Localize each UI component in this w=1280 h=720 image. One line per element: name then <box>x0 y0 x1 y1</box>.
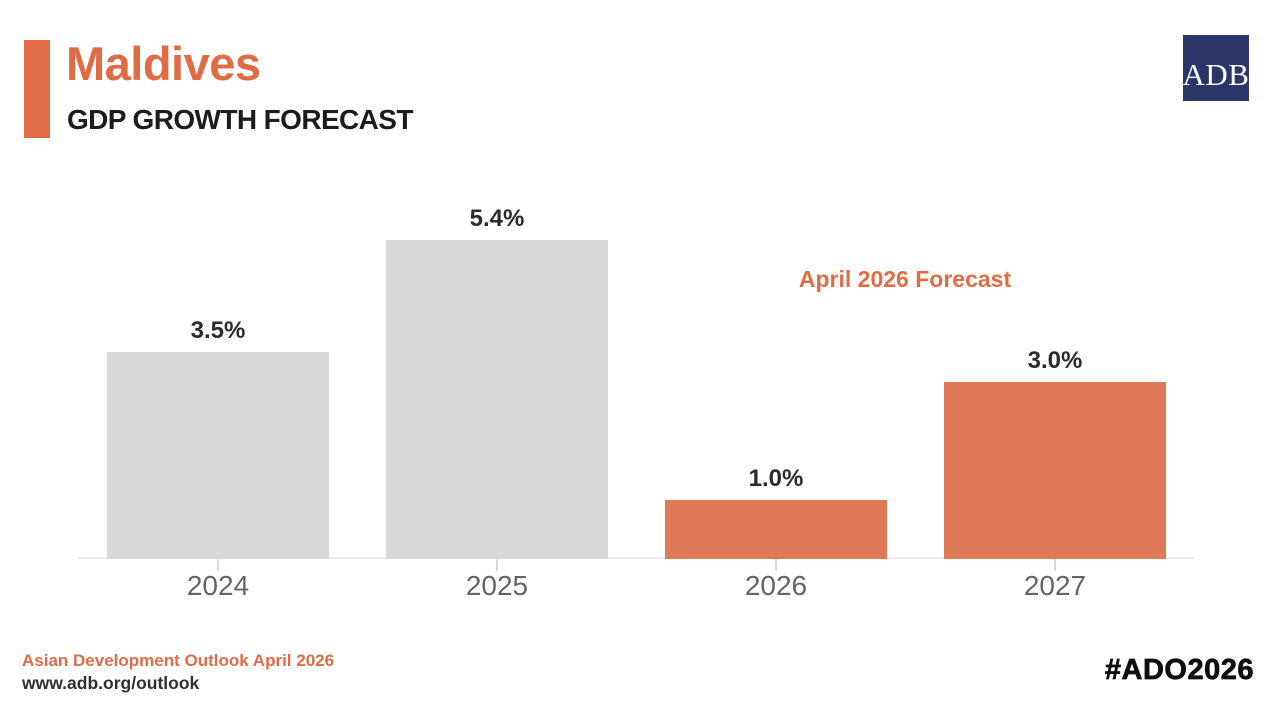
bar-2024 <box>107 352 329 559</box>
footer-source: Asian Development Outlook April 2026 <box>22 651 335 670</box>
x-axis-label-2024: 2024 <box>186 570 250 601</box>
axis-tick-2026 <box>775 559 777 571</box>
x-axis-label-2025: 2025 <box>465 570 529 601</box>
x-axis-label-2027: 2027 <box>1023 570 1087 601</box>
axis-tick-2027 <box>1054 559 1056 571</box>
bar-2025 <box>386 240 608 559</box>
footer-url: www.adb.org/outlook <box>22 673 200 693</box>
adb-logo: ADB <box>1183 35 1249 101</box>
bar-value-label-2024: 3.5% <box>190 317 246 344</box>
forecast-annotation: April 2026 Forecast <box>798 266 1012 292</box>
axis-tick-2024 <box>217 559 219 571</box>
bar-2026 <box>665 500 887 559</box>
bar-value-label-2027: 3.0% <box>1027 347 1083 374</box>
bar-2027 <box>944 382 1166 559</box>
page-subtitle: GDP GROWTH FORECAST <box>67 104 413 135</box>
page-title: Maldives <box>66 37 261 90</box>
axis-tick-2025 <box>496 559 498 571</box>
adb-logo-text: ADB <box>1182 57 1250 92</box>
x-axis-line <box>78 557 1194 559</box>
bar-value-label-2025: 5.4% <box>469 205 525 232</box>
footer-hashtag: #ADO2026 <box>1104 654 1254 687</box>
bar-value-label-2026: 1.0% <box>748 465 804 492</box>
title-accent-bar <box>24 40 50 138</box>
x-axis-label-2026: 2026 <box>744 570 808 601</box>
